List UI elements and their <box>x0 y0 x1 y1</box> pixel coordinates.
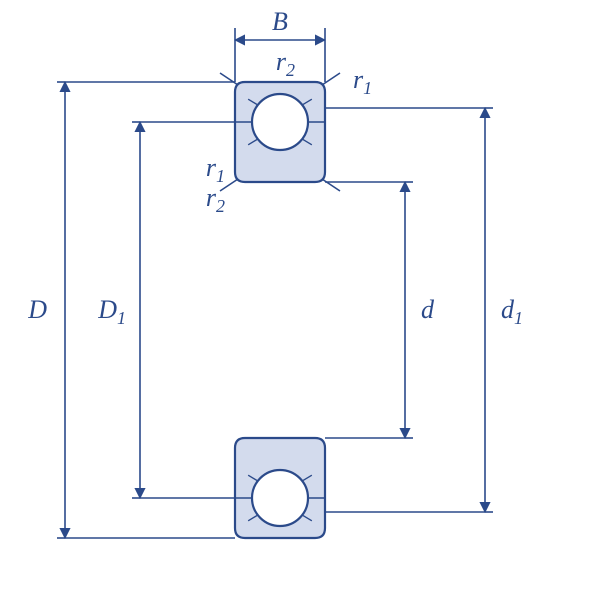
label-r1-top: r1 <box>353 65 372 98</box>
label-d1: d1 <box>501 295 523 328</box>
label-r2-top: r2 <box>276 47 295 80</box>
label-D: D <box>27 295 47 324</box>
label-r2-bot: r2 <box>206 183 225 216</box>
label-D1: D1 <box>97 295 126 328</box>
bearing-diagram: BDD1dd1r1r2r1r2 <box>0 0 600 600</box>
label-d: d <box>421 295 435 324</box>
label-r1-bot: r1 <box>206 153 225 186</box>
label-B: B <box>272 7 288 36</box>
